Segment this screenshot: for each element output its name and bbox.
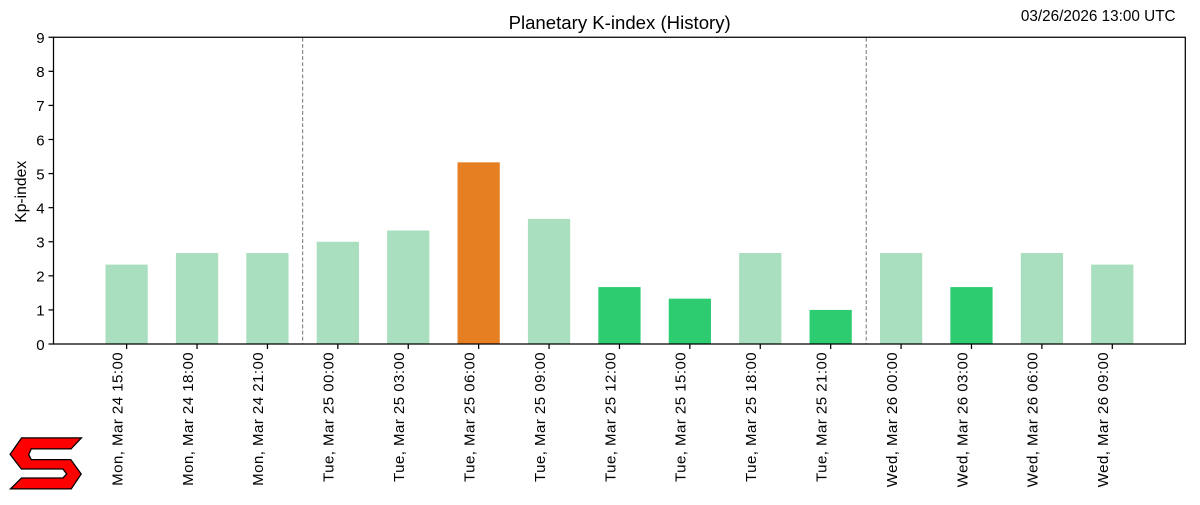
svg-text:Wed, Mar 26 06:00: Wed, Mar 26 06:00	[1025, 352, 1042, 487]
svg-text:6: 6	[36, 132, 44, 149]
svg-text:2: 2	[36, 269, 44, 286]
svg-text:0: 0	[36, 337, 44, 354]
svg-text:Mon, Mar 24 18:00: Mon, Mar 24 18:00	[180, 352, 197, 486]
svg-text:Wed, Mar 26 00:00: Wed, Mar 26 00:00	[884, 352, 901, 487]
svg-text:9: 9	[36, 30, 44, 47]
svg-text:Tue, Mar 25 00:00: Tue, Mar 25 00:00	[321, 352, 338, 482]
svg-text:Wed, Mar 26 09:00: Wed, Mar 26 09:00	[1095, 352, 1112, 487]
svg-text:Tue, Mar 25 18:00: Tue, Mar 25 18:00	[743, 352, 760, 482]
svg-text:Kp-index: Kp-index	[13, 161, 30, 223]
svg-text:Tue, Mar 25 21:00: Tue, Mar 25 21:00	[813, 352, 830, 482]
svg-text:Wed, Mar 26 03:00: Wed, Mar 26 03:00	[954, 352, 971, 487]
svg-text:Mon, Mar 24 15:00: Mon, Mar 24 15:00	[109, 352, 126, 486]
svg-text:Tue, Mar 25 12:00: Tue, Mar 25 12:00	[602, 352, 619, 482]
svg-text:Tue, Mar 25 09:00: Tue, Mar 25 09:00	[532, 352, 549, 482]
svg-text:Mon, Mar 24 21:00: Mon, Mar 24 21:00	[250, 352, 267, 486]
svg-text:8: 8	[36, 64, 44, 81]
svg-text:5: 5	[36, 166, 44, 183]
svg-text:Tue, Mar 25 03:00: Tue, Mar 25 03:00	[391, 352, 408, 482]
svg-text:7: 7	[36, 98, 44, 115]
svg-text:Planetary K-index (History): Planetary K-index (History)	[509, 12, 731, 33]
svg-text:Tue, Mar 25 15:00: Tue, Mar 25 15:00	[673, 352, 690, 482]
svg-text:3: 3	[36, 235, 44, 252]
svg-text:03/26/2026 13:00 UTC: 03/26/2026 13:00 UTC	[1021, 8, 1176, 25]
svg-text:Tue, Mar 25 06:00: Tue, Mar 25 06:00	[461, 352, 478, 482]
svg-text:4: 4	[36, 200, 44, 217]
svg-text:1: 1	[36, 303, 44, 320]
